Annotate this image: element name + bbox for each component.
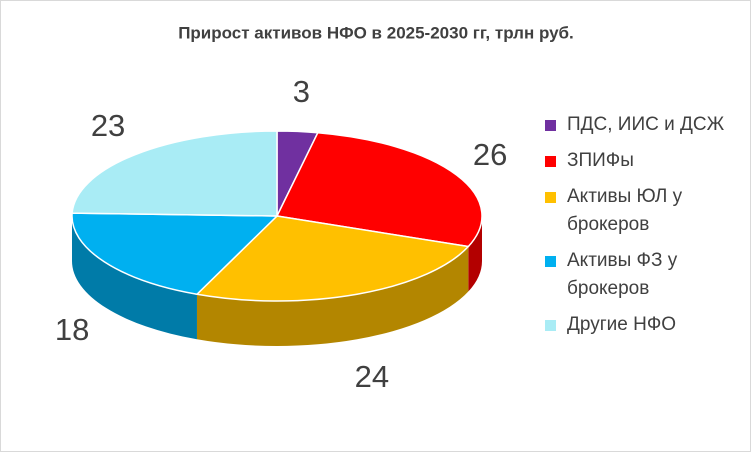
legend-item: ЗПИФы <box>545 147 745 175</box>
legend: ПДС, ИИС и ДСЖ ЗПИФы Активы ЮЛ у брокеров А… <box>545 111 745 347</box>
legend-swatch <box>545 192 556 203</box>
legend-label: Другие НФО <box>567 314 677 335</box>
legend-item: ПДС, ИИС и ДСЖ <box>545 111 745 139</box>
slice <box>71 130 278 217</box>
chart-title: Прирост активов НФО в 2025-2030 гг, трлн… <box>178 23 574 42</box>
data-label: 18 <box>55 312 89 347</box>
data-label: 23 <box>91 108 125 143</box>
legend-label: Активы ЮЛ у брокеров <box>567 186 683 235</box>
legend-swatch <box>545 120 556 131</box>
legend-item: Активы ФЗ у брокеров <box>545 247 745 303</box>
slice-side <box>468 216 482 292</box>
legend-swatch <box>545 156 556 167</box>
legend-label: ПДС, ИИС и ДСЖ <box>567 114 725 135</box>
legend-item: Активы ЮЛ у брокеров <box>545 183 745 239</box>
legend-label: ЗПИФы <box>567 150 634 171</box>
data-label: 3 <box>293 74 310 109</box>
slice <box>275 131 483 248</box>
legend-swatch <box>545 256 556 267</box>
data-label: 24 <box>355 359 389 394</box>
data-label: 26 <box>473 137 507 172</box>
slice <box>71 212 279 296</box>
legend-label: Активы ФЗ у брокеров <box>567 250 678 299</box>
legend-swatch <box>545 320 556 331</box>
slice-side <box>196 246 469 346</box>
legend-item: Другие НФО <box>545 311 745 339</box>
slice <box>195 215 470 302</box>
